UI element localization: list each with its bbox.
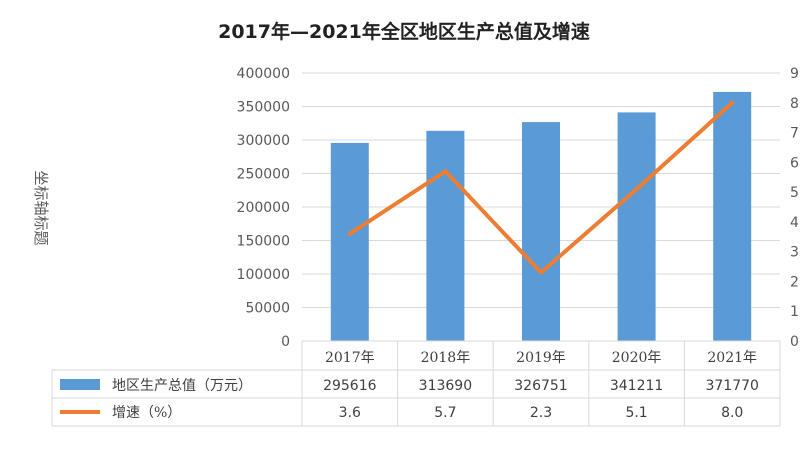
y2-tick-label: 0 [790,334,799,350]
bar [713,91,752,342]
y-tick-label: 50000 [245,301,290,317]
table-cell-bar-value: 341211 [610,378,663,394]
legend-label-bar: 地区生产总值（万元） [112,378,252,394]
y2-tick-label: 7 [790,126,799,142]
line-point [347,231,352,236]
table-cell-line-value: 5.1 [625,405,647,421]
line-point [730,100,735,105]
bar [330,142,369,341]
table-cell-bar-value: 326751 [514,378,567,394]
y2-tick-label: 6 [790,155,799,171]
axis-layer: 4000003500003000002500002000001500001000… [237,66,799,350]
bar [426,130,465,341]
table-cell-line-value: 2.3 [530,405,552,421]
y-tick-label: 350000 [237,100,290,116]
table-cell-bar-value: 371770 [705,378,758,394]
y-tick-label: 0 [281,334,290,350]
y2-tick-label: 2 [790,274,799,290]
chart-title: 2017年—2021年全区地区生产总值及增速 [218,20,590,43]
table-cell-line-value: 5.7 [434,405,456,421]
table-cell-line-value: 8.0 [721,405,743,421]
x-category-label: 2020年 [612,350,662,366]
y2-tick-label: 8 [790,96,799,112]
line-point [539,270,543,275]
table-cell-bar-value: 313690 [419,378,472,394]
bar [617,112,656,341]
y-tick-label: 100000 [237,267,290,283]
y-tick-label: 400000 [237,66,290,82]
y2-tick-label: 3 [790,245,799,261]
legend-label-line: 增速（%） [112,405,181,421]
y2-tick-label: 1 [790,304,799,320]
table-cell-bar-value: 295616 [323,378,377,394]
line-layer [347,100,735,275]
y-tick-label: 200000 [237,200,290,216]
table-cell-line-value: 3.6 [339,405,361,421]
x-category-label: 2019年 [516,350,566,366]
y2-tick-label: 9 [790,66,799,82]
bar-layer [330,91,752,342]
y-tick-label: 150000 [237,234,290,250]
y-tick-label: 300000 [237,133,290,149]
x-category-label: 2018年 [421,350,471,366]
line-point [443,169,448,174]
x-category-label: 2021年 [707,350,757,366]
y-axis-title: 坐标轴标题 [32,170,50,245]
legend-swatch-bar [60,379,100,390]
y2-tick-label: 5 [790,185,799,201]
line-point [634,187,639,192]
y2-tick-label: 4 [790,215,799,231]
x-category-label: 2017年 [325,350,375,366]
y-tick-label: 250000 [237,167,290,183]
bar [522,122,560,341]
